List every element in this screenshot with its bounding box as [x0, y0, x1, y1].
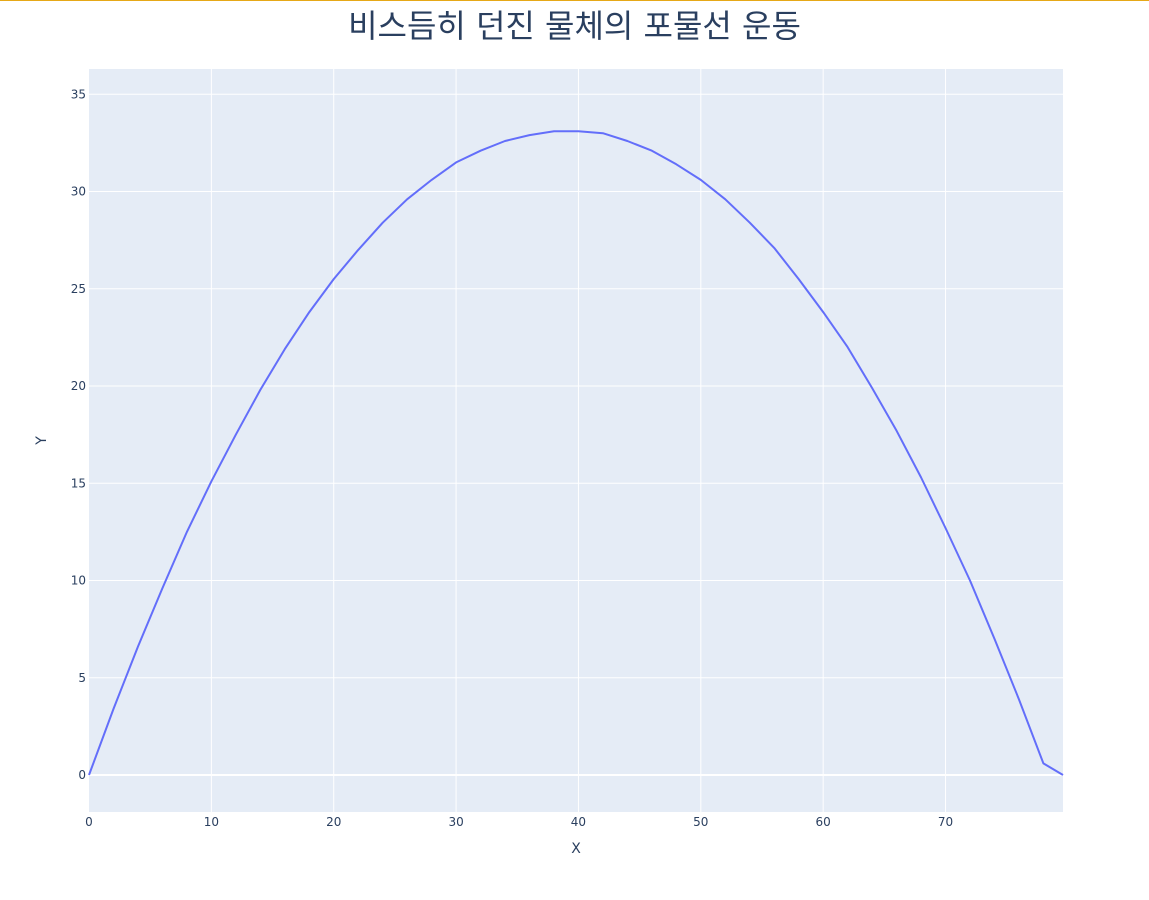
grid-layer	[89, 69, 1063, 812]
y-tick-label: 15	[71, 476, 86, 490]
x-tick-label: 70	[938, 815, 953, 829]
x-tick-label: 40	[571, 815, 586, 829]
x-axis-title: X	[571, 841, 581, 857]
y-tick-label: 25	[71, 282, 86, 296]
chart-title: 비스듬히 던진 물체의 포물선 운동	[348, 7, 801, 45]
x-tick-label: 30	[448, 815, 463, 829]
series-layer	[88, 130, 1064, 776]
y-tick-label: 10	[71, 574, 86, 588]
x-tick-label: 20	[326, 815, 341, 829]
y-tick-label: 35	[71, 87, 86, 101]
x-tick-label: 60	[816, 815, 831, 829]
y-tick-label: 20	[71, 379, 86, 393]
y-tick-label: 5	[78, 671, 86, 685]
x-tick-label: 50	[693, 815, 708, 829]
series-line	[88, 130, 1064, 776]
plot-background	[89, 69, 1063, 812]
y-tick-label: 30	[71, 185, 86, 199]
x-tick-label: 10	[204, 815, 219, 829]
x-tick-label: 0	[85, 815, 93, 829]
top-accent-rule	[0, 0, 1149, 1]
y-tick-label: 0	[78, 768, 86, 782]
axis-tick-labels: 0 10 20 30 40 50 60 70 0 5 10 15 20 25 30 35	[71, 87, 953, 829]
y-axis-title: Y	[34, 436, 50, 446]
